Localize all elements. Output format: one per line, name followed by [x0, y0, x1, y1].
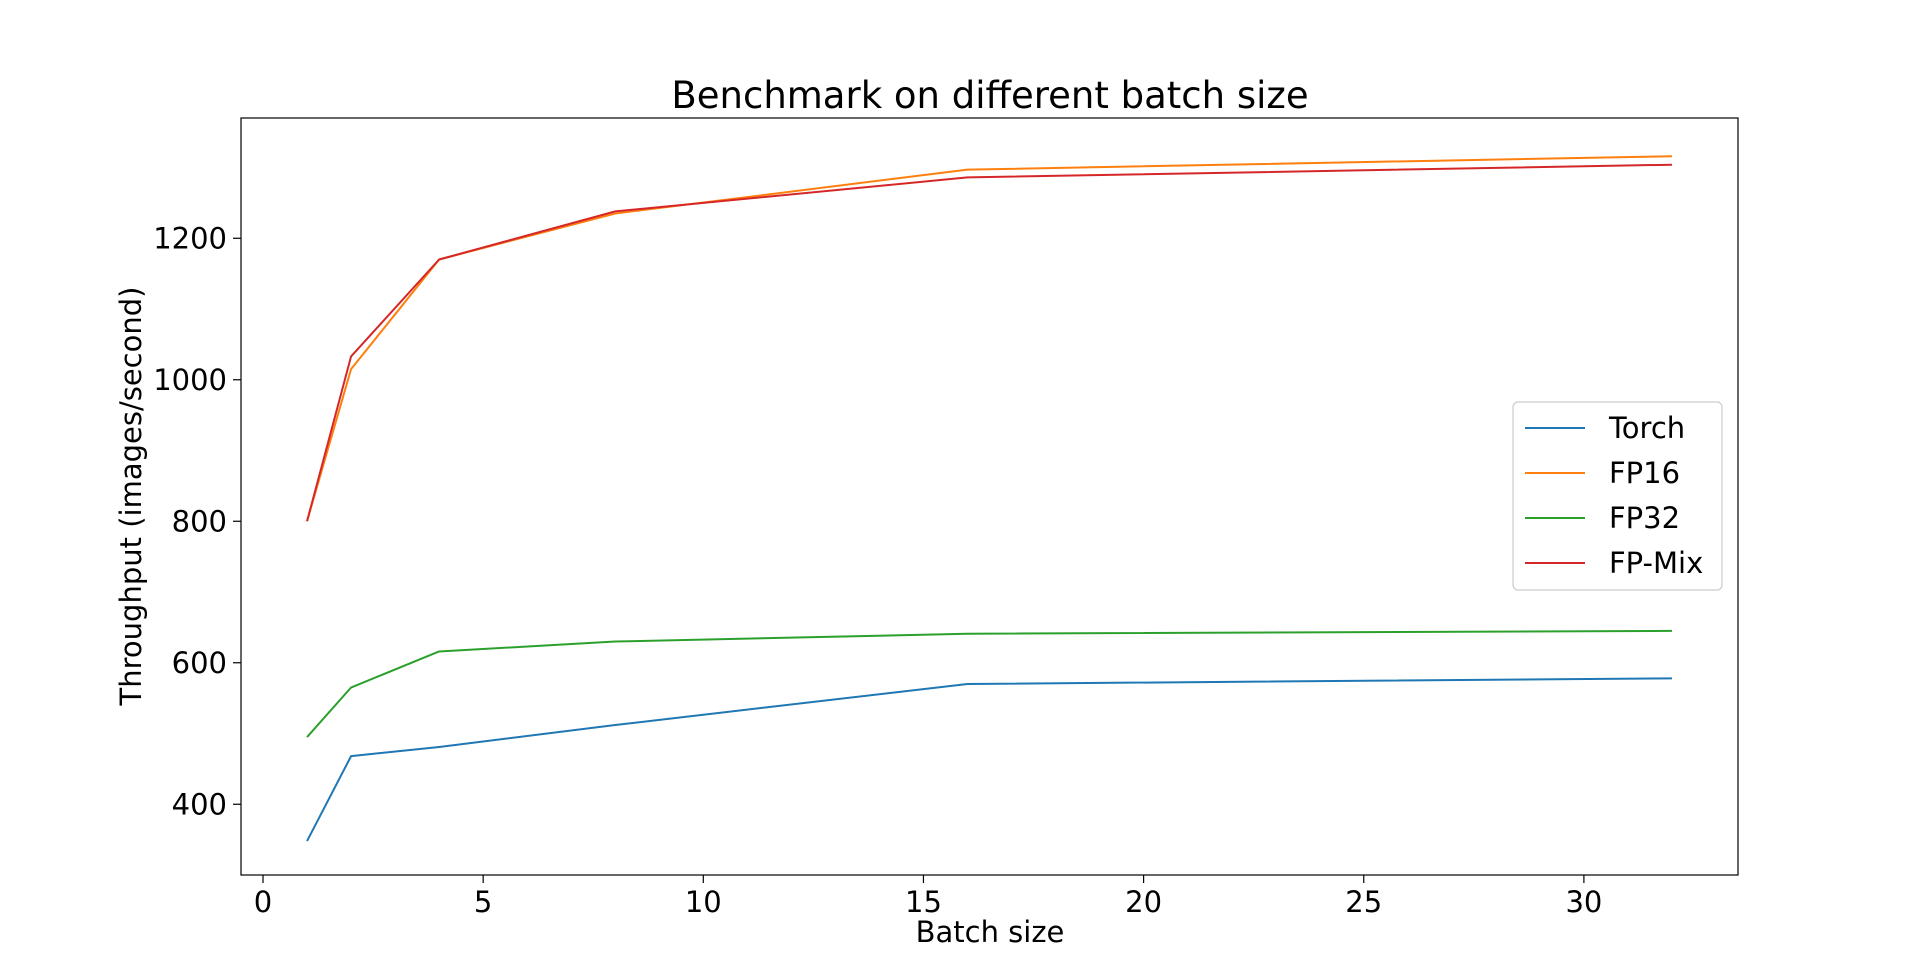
y-axis-label: Throughput (images/second) — [114, 287, 148, 707]
y-axis: 400 600 800 1000 1200 — [153, 221, 241, 821]
x-tick-label: 25 — [1345, 885, 1382, 919]
legend-label: FP-Mix — [1609, 546, 1703, 580]
x-tick-label: 5 — [474, 885, 492, 919]
legend-label: Torch — [1608, 411, 1685, 445]
x-tick-label: 30 — [1565, 885, 1602, 919]
legend-label: FP16 — [1609, 456, 1680, 490]
legend-box — [1512, 401, 1723, 591]
legend: Torch FP16 FP32 FP-Mix — [1512, 401, 1723, 591]
plot-area — [240, 117, 1739, 876]
x-axis: 0 5 10 15 20 25 30 — [254, 875, 1602, 919]
series-line-fp-mix — [306, 163, 1672, 522]
y-tick-label: 600 — [172, 646, 227, 680]
x-tick-label: 15 — [905, 885, 942, 919]
x-axis-label: Batch size — [916, 915, 1065, 949]
x-tick-label: 0 — [254, 885, 272, 919]
series-line-fp16 — [306, 155, 1672, 522]
chart-title: Benchmark on different batch size — [671, 74, 1308, 117]
y-tick-label: 800 — [172, 504, 227, 538]
y-tick-label: 1000 — [153, 363, 227, 397]
series-line-fp32 — [306, 629, 1672, 738]
y-tick-label: 1200 — [153, 221, 227, 255]
y-tick-label: 400 — [172, 787, 227, 821]
x-tick-label: 20 — [1125, 885, 1162, 919]
x-tick-label: 10 — [685, 885, 722, 919]
series-group — [306, 155, 1672, 842]
legend-label: FP32 — [1609, 501, 1680, 535]
series-line-torch — [306, 677, 1672, 842]
